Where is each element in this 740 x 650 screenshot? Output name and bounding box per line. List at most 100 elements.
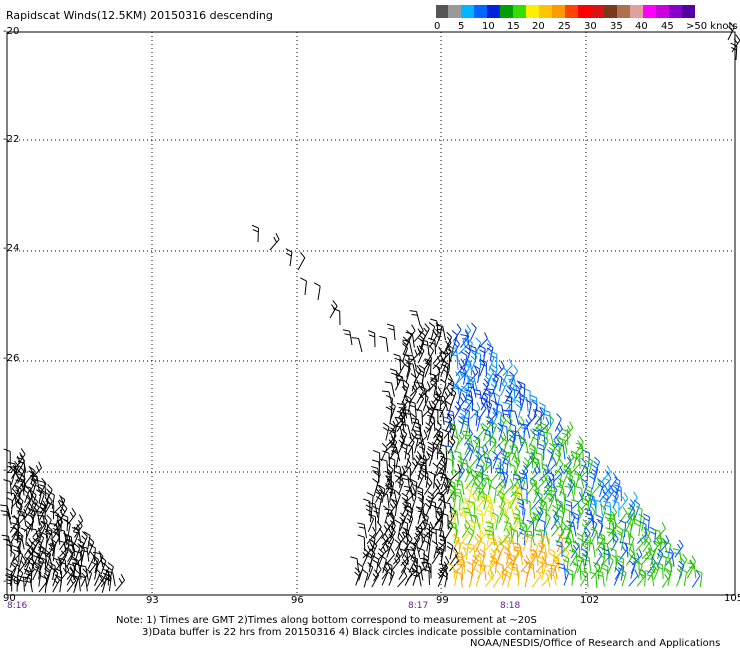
legend-label: >50 knots: [686, 21, 738, 32]
wind-barb: [446, 409, 456, 426]
wind-barb: [542, 535, 550, 553]
wind-barb: [557, 477, 565, 497]
wind-barb: [502, 358, 513, 377]
wind-barb: [479, 477, 487, 496]
wind-barb: [546, 457, 557, 475]
wind-barb: [643, 513, 651, 532]
wind-barb: [576, 532, 584, 551]
wind-barb: [520, 487, 528, 504]
wind-barb: [415, 408, 424, 426]
legend-swatch: [461, 5, 474, 18]
wind-barb: [470, 468, 478, 488]
wind-barb: [619, 541, 629, 558]
wind-barb: [476, 458, 486, 477]
wind-barb: [379, 335, 389, 353]
wind-barb: [390, 498, 398, 517]
x-axis-label: 102: [580, 595, 600, 606]
wind-barb: [445, 400, 452, 419]
wind-barb: [372, 478, 379, 497]
note-line-1: Note: 1) Times are GMT 2)Times along bot…: [116, 615, 537, 626]
wind-barb: [613, 567, 621, 586]
wind-barb: [465, 483, 473, 502]
x-axis-label: 90: [3, 593, 16, 604]
wind-barb: [507, 386, 516, 404]
wind-barb: [425, 422, 432, 441]
wind-barb: [554, 458, 564, 476]
wind-barb: [582, 497, 590, 516]
wind-barb: [99, 574, 107, 593]
map-title: Rapidscat Winds(12.5KM) 20150316 descend…: [6, 9, 273, 22]
legend-label: 35: [610, 21, 623, 32]
wind-barb: [449, 508, 459, 525]
wind-barb: [406, 513, 414, 532]
wind-barb: [45, 562, 53, 581]
legend-swatch: [448, 5, 461, 18]
wind-barb: [546, 414, 555, 433]
legend-label: 15: [507, 21, 520, 32]
legend-swatch: [539, 5, 552, 18]
wind-barb: [34, 510, 46, 526]
wind-barb: [573, 469, 580, 488]
wind-barb: [37, 480, 47, 497]
wind-barb: [396, 403, 408, 419]
wind-barb: [87, 536, 95, 556]
wind-barb: [512, 568, 520, 586]
wind-barb: [445, 413, 453, 432]
wind-barb: [493, 392, 501, 411]
wind-barb: [675, 568, 683, 587]
wind-barb: [488, 435, 496, 454]
wind-barb: [445, 520, 454, 539]
wind-barb: [495, 373, 503, 392]
wind-barb: [428, 322, 436, 341]
wind-barb: [442, 351, 450, 369]
wind-barb: [483, 456, 493, 474]
wind-barb: [401, 540, 409, 559]
wind-barb: [35, 484, 43, 503]
wind-barb: [581, 548, 589, 567]
wind-barb: [424, 561, 432, 579]
wind-barb: [561, 428, 571, 447]
wind-barb: [10, 574, 18, 592]
wind-barb: [601, 563, 609, 581]
wind-barb: [16, 574, 25, 592]
wind-barb: [518, 505, 526, 524]
wind-barb: [421, 470, 429, 488]
wind-barb: [441, 569, 449, 588]
wind-barb: [475, 492, 486, 510]
wind-barb: [386, 487, 398, 504]
wind-barb: [15, 479, 25, 496]
wind-barb: [409, 542, 421, 558]
wind-barb: [566, 520, 577, 537]
wind-barb: [529, 477, 537, 496]
wind-barb: [502, 456, 509, 475]
wind-barb: [504, 569, 512, 588]
wind-barb: [72, 575, 81, 592]
wind-barb: [402, 408, 413, 425]
time-label: 8:18: [500, 601, 521, 611]
legend-label: 10: [482, 21, 495, 32]
legend-swatch: [487, 5, 500, 18]
wind-barb: [400, 548, 411, 566]
wind-barb: [455, 558, 466, 574]
wind-barb: [477, 332, 488, 350]
wind-barb: [432, 386, 442, 404]
wind-barb: [535, 422, 543, 441]
wind-barb: [494, 360, 505, 378]
wind-barb: [580, 464, 589, 482]
wind-barb: [465, 382, 477, 398]
wind-barb: [422, 392, 429, 411]
wind-barb: [569, 549, 579, 567]
wind-barb: [540, 572, 551, 588]
wind-barb: [656, 548, 664, 567]
wind-barb: [597, 478, 605, 497]
wind-barb: [503, 497, 511, 516]
wind-barb: [573, 451, 581, 469]
wind-barb: [462, 324, 472, 343]
wind-barb: [632, 556, 640, 574]
wind-barb: [405, 362, 417, 378]
wind-barb: [511, 430, 522, 446]
wind-barb: [351, 337, 363, 353]
wind-barb: [490, 379, 498, 398]
wind-barb: [445, 331, 453, 351]
wind-barb: [454, 479, 465, 496]
